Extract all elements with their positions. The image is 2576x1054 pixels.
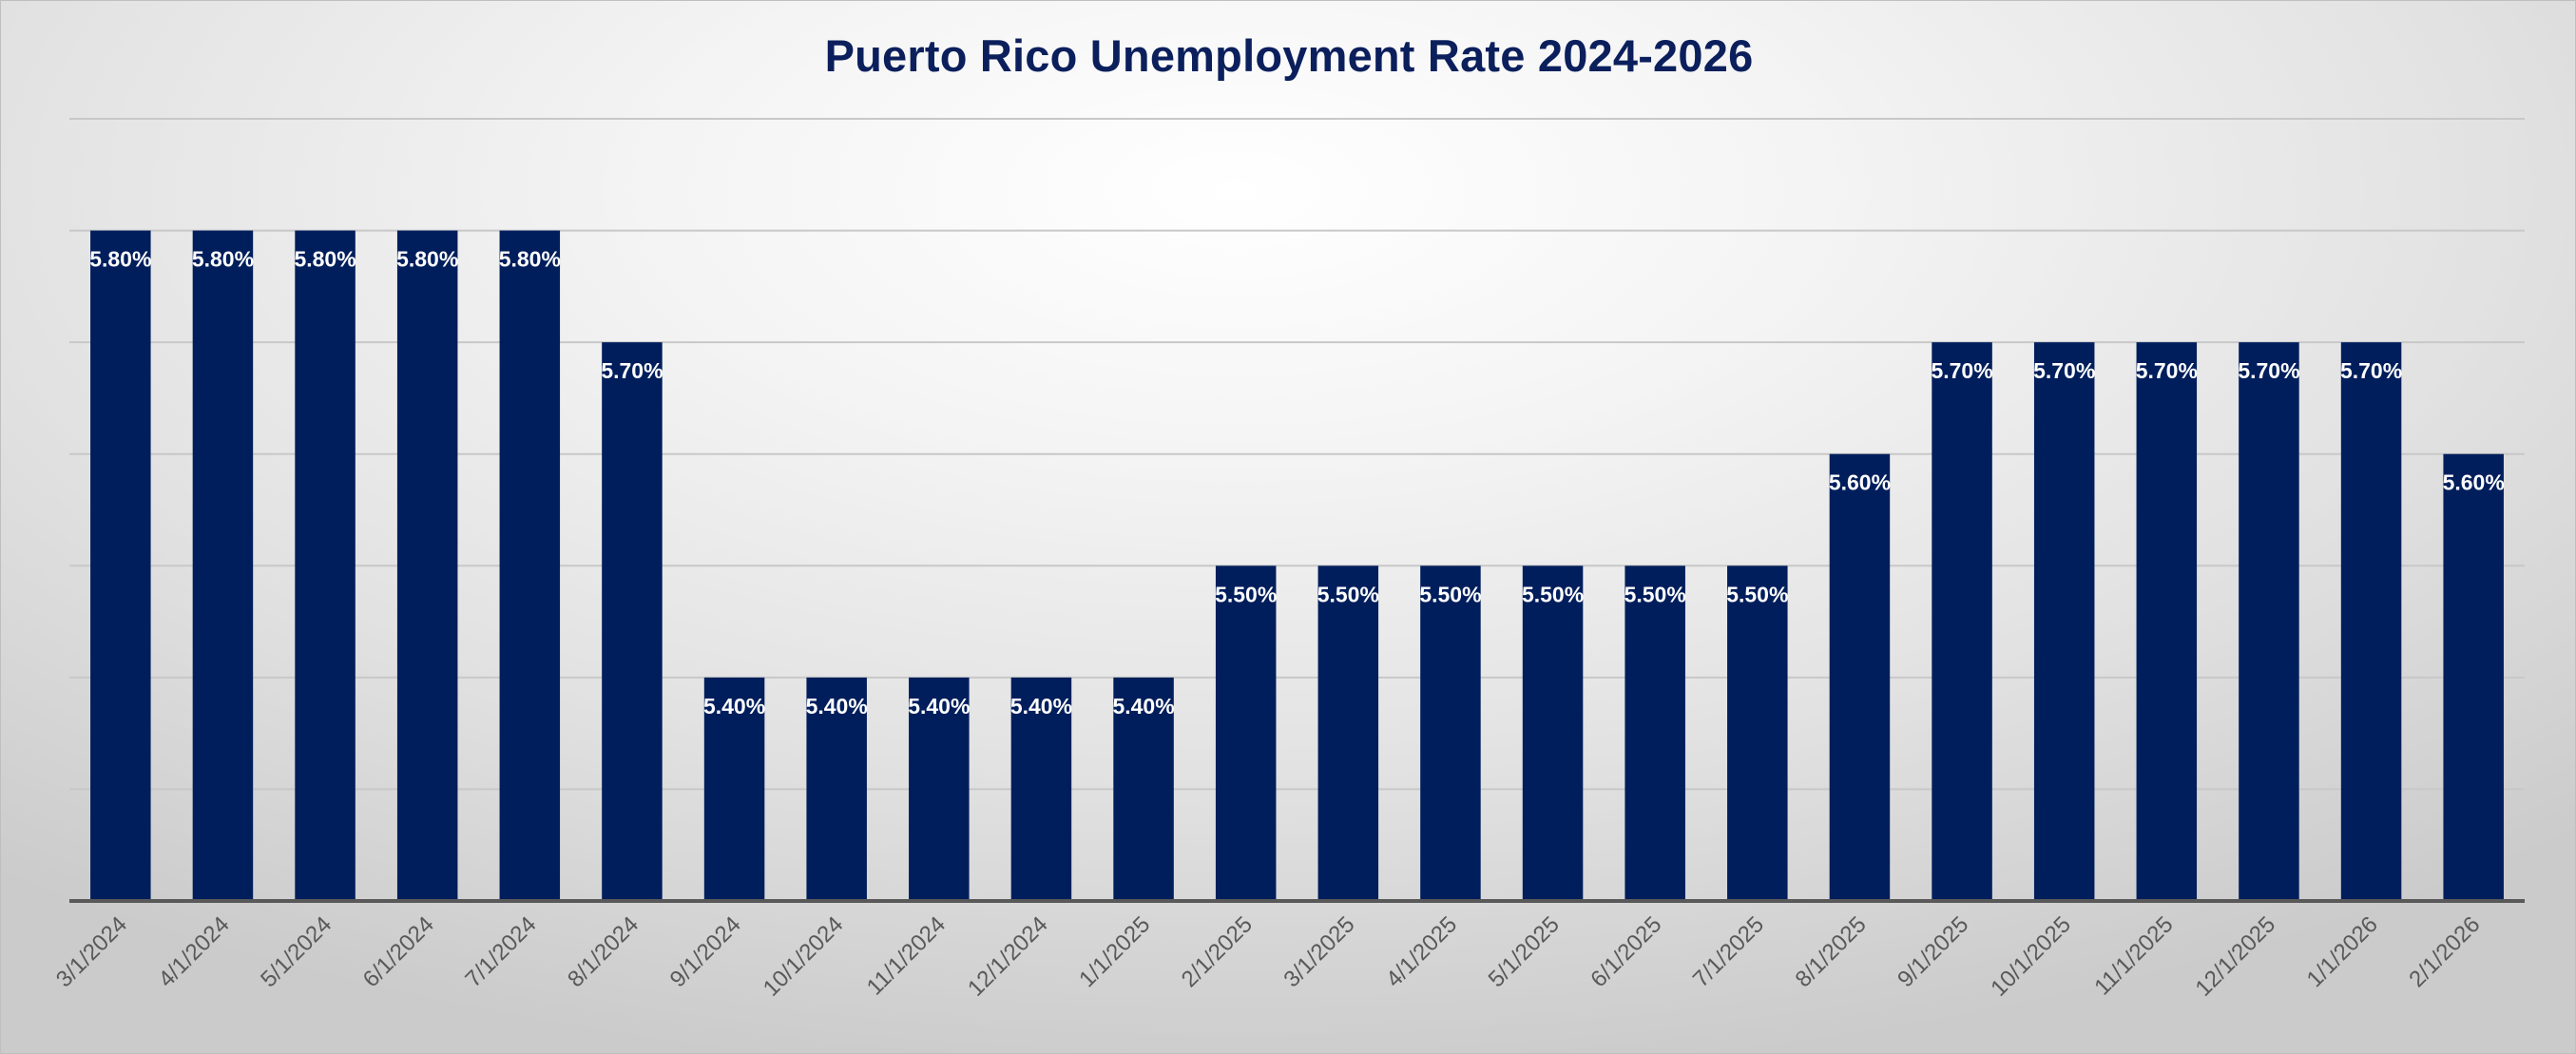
data-label: 5.40% — [703, 694, 765, 719]
x-tick-label: 8/1/2025 — [1791, 911, 1872, 992]
data-label: 5.40% — [806, 694, 868, 719]
bar — [1215, 565, 1277, 901]
bar — [806, 677, 867, 901]
x-tick-label: 11/1/2024 — [862, 911, 951, 1000]
gridlines — [69, 118, 2525, 791]
data-label: 5.50% — [1317, 582, 1379, 606]
data-label: 5.50% — [1522, 582, 1584, 606]
data-label: 5.70% — [2238, 358, 2299, 383]
data-label: 5.80% — [499, 247, 561, 272]
data-label: 5.70% — [2340, 358, 2402, 383]
bar — [2033, 342, 2095, 902]
data-label: 5.60% — [1829, 470, 1891, 495]
x-tick-label: 4/1/2025 — [1381, 911, 1462, 992]
x-tick-label: 8/1/2024 — [563, 911, 644, 992]
data-label: 5.70% — [1931, 358, 1992, 383]
x-tick-label: 6/1/2024 — [358, 911, 439, 992]
bar — [602, 342, 663, 902]
x-tick-label: 2/1/2026 — [2404, 911, 2485, 992]
data-label: 5.50% — [1419, 582, 1481, 606]
x-tick-label: 12/1/2024 — [963, 911, 1053, 1002]
bar — [2239, 342, 2299, 902]
bar — [1727, 565, 1788, 901]
data-label: 5.70% — [601, 358, 663, 383]
chart-title: Puerto Rico Unemployment Rate 2024-2026 — [824, 30, 1754, 81]
data-label: 5.70% — [2033, 358, 2095, 383]
bar — [1829, 453, 1891, 901]
x-tick-label: 9/1/2025 — [1893, 911, 1973, 992]
bar — [396, 230, 458, 902]
data-labels: 5.80% 5.80% 5.80% 5.80% 5.80% 5.70% 5.40% 5.40%… — [89, 247, 2505, 719]
x-tick-label: 1/1/2025 — [1074, 911, 1155, 992]
data-label: 5.80% — [192, 247, 254, 272]
x-tick-label: 3/1/2024 — [51, 911, 132, 992]
bar — [1932, 342, 1992, 902]
bar — [2136, 342, 2198, 902]
bar — [1624, 565, 1685, 901]
bar — [295, 230, 356, 902]
bar — [2443, 453, 2504, 901]
x-tick-label: 1/1/2026 — [2302, 911, 2383, 992]
bar — [1420, 565, 1481, 901]
data-label: 5.40% — [1010, 694, 1072, 719]
data-label: 5.60% — [2443, 470, 2505, 495]
x-tick-label: 10/1/2025 — [1986, 911, 2076, 1002]
x-tick-label: 6/1/2025 — [1586, 911, 1666, 992]
x-tick-label: 10/1/2024 — [759, 911, 849, 1002]
bar — [499, 230, 561, 902]
bar — [1010, 677, 1072, 901]
x-tick-label: 5/1/2024 — [256, 911, 336, 992]
data-label: 5.50% — [1624, 582, 1686, 606]
bar — [192, 230, 254, 902]
bar — [1522, 565, 1584, 901]
data-label: 5.80% — [89, 247, 151, 272]
data-label: 5.70% — [2136, 358, 2198, 383]
x-tick-label: 7/1/2025 — [1688, 911, 1769, 992]
x-tick-label: 12/1/2025 — [2191, 911, 2281, 1002]
x-tick-label: 7/1/2024 — [460, 911, 541, 992]
data-label: 5.80% — [396, 247, 458, 272]
x-tick-label: 11/1/2025 — [2089, 911, 2178, 1000]
x-tick-label: 3/1/2025 — [1278, 911, 1359, 992]
data-label: 5.40% — [908, 694, 970, 719]
data-label: 5.40% — [1112, 694, 1174, 719]
x-tick-label: 4/1/2024 — [154, 911, 235, 992]
bars — [90, 230, 2504, 902]
data-label: 5.50% — [1726, 582, 1788, 606]
x-tick-label: 2/1/2025 — [1177, 911, 1258, 992]
bar — [2340, 342, 2402, 902]
data-label: 5.80% — [294, 247, 356, 272]
bar — [1113, 677, 1174, 901]
bar — [1317, 565, 1379, 901]
bar — [90, 230, 151, 902]
bar — [703, 677, 765, 901]
bar — [909, 677, 970, 901]
x-tick-label: 5/1/2025 — [1484, 911, 1565, 992]
x-tick-label: 9/1/2024 — [665, 911, 746, 992]
data-label: 5.50% — [1215, 582, 1277, 606]
x-axis-ticks: 3/1/2024 4/1/2024 5/1/2024 6/1/2024 7/1/2024… — [51, 911, 2486, 1002]
